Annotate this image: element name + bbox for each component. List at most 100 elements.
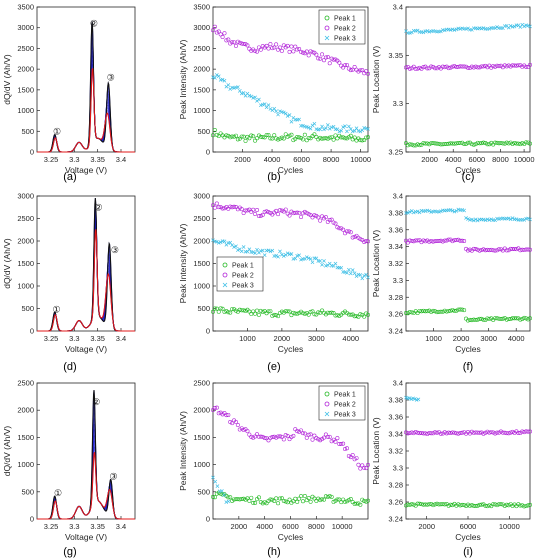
data-point — [475, 218, 480, 223]
data-point — [462, 141, 467, 146]
data-point — [212, 128, 217, 133]
data-point — [454, 209, 459, 213]
panel-g: 3.25 3.3 3.35 3.4 0 500 1000 1500 2000 2500 Voltag… — [2, 379, 136, 542]
data-point — [270, 46, 275, 51]
data-point — [483, 503, 488, 508]
data-point — [232, 134, 237, 139]
dqdv-last-curve — [37, 451, 135, 520]
data-point — [211, 28, 216, 33]
data-point — [306, 53, 311, 58]
x-tick-label: 10000 — [499, 522, 520, 531]
x-tick-label: 2000 — [234, 155, 251, 164]
caption-i: (i) — [463, 546, 473, 558]
data-point — [450, 308, 455, 313]
data-point — [283, 499, 288, 504]
data-point — [481, 64, 486, 69]
data-point — [327, 218, 332, 223]
data-point — [344, 446, 349, 451]
data-point — [417, 143, 422, 148]
data-point — [289, 252, 294, 256]
data-point — [481, 140, 486, 145]
data-point — [241, 134, 246, 139]
y-tick-label: 3.25 — [388, 148, 403, 157]
data-point — [352, 501, 357, 506]
data-point — [335, 225, 340, 230]
data-point — [415, 66, 420, 71]
data-point — [308, 126, 313, 131]
data-point — [479, 141, 484, 146]
y-tick-label: 3.36 — [388, 225, 403, 234]
data-point — [312, 213, 317, 218]
data-point — [297, 253, 301, 258]
plot-frame — [36, 195, 136, 332]
x-tick-label: 6000 — [460, 522, 477, 531]
data-point — [318, 135, 323, 140]
data-point — [504, 317, 509, 322]
data-point — [496, 141, 501, 146]
data-point — [345, 129, 349, 134]
x-tick-label: 4000 — [264, 155, 281, 164]
data-point — [239, 134, 244, 139]
data-point — [362, 273, 367, 278]
data-point — [440, 64, 445, 69]
data-point — [268, 249, 273, 254]
data-point — [431, 308, 436, 313]
data-point — [495, 503, 500, 508]
y-axis-label: Peak Intensity (Ah/V) — [178, 411, 188, 491]
y-tick-label: 3000 — [17, 23, 34, 32]
data-point — [276, 501, 281, 506]
data-point — [308, 432, 313, 437]
data-point — [496, 502, 501, 507]
data-point — [214, 239, 219, 244]
data-point — [498, 429, 503, 434]
data-point — [502, 141, 507, 146]
data-point — [262, 102, 267, 106]
data-point — [215, 484, 220, 488]
peak-label: ③ — [109, 472, 117, 482]
data-point — [477, 141, 482, 146]
data-point — [321, 136, 326, 141]
data-point — [464, 216, 468, 220]
y-tick-label: 3000 — [193, 192, 210, 201]
data-point — [454, 431, 459, 436]
data-point — [236, 85, 240, 89]
data-point — [306, 256, 311, 261]
x-tick-label: 4000 — [445, 155, 462, 164]
data-point — [308, 309, 313, 314]
data-point — [295, 429, 300, 434]
data-point — [258, 434, 263, 439]
data-point — [245, 208, 250, 213]
data-point — [235, 497, 240, 502]
data-point — [520, 503, 525, 508]
data-point — [304, 435, 309, 440]
data-point — [429, 141, 434, 146]
data-point — [235, 39, 240, 44]
data-point — [212, 24, 217, 29]
data-point — [266, 103, 271, 107]
legend-label: Peak 3 — [232, 283, 254, 290]
data-point — [277, 136, 282, 141]
data-point — [421, 502, 426, 507]
y-tick-label: 500 — [21, 304, 34, 313]
data-point — [496, 64, 501, 69]
data-point — [274, 313, 279, 318]
data-point — [360, 138, 365, 143]
data-point — [277, 45, 282, 50]
data-point — [335, 436, 340, 441]
data-point — [364, 239, 369, 244]
caption-h: (h) — [267, 546, 280, 558]
data-point — [450, 64, 455, 69]
data-point — [413, 430, 418, 435]
peak-label: ③ — [111, 245, 119, 255]
y-tick-label: 0 — [30, 327, 34, 336]
data-point — [518, 503, 523, 508]
data-point — [220, 206, 225, 211]
data-point — [366, 275, 370, 280]
data-point — [442, 308, 447, 313]
data-point — [312, 433, 317, 438]
data-point — [506, 503, 511, 508]
data-point — [479, 316, 484, 321]
data-point — [249, 311, 254, 316]
data-point — [524, 316, 529, 321]
y-axis-label: dQ/dV (Ah/V) — [2, 426, 12, 477]
